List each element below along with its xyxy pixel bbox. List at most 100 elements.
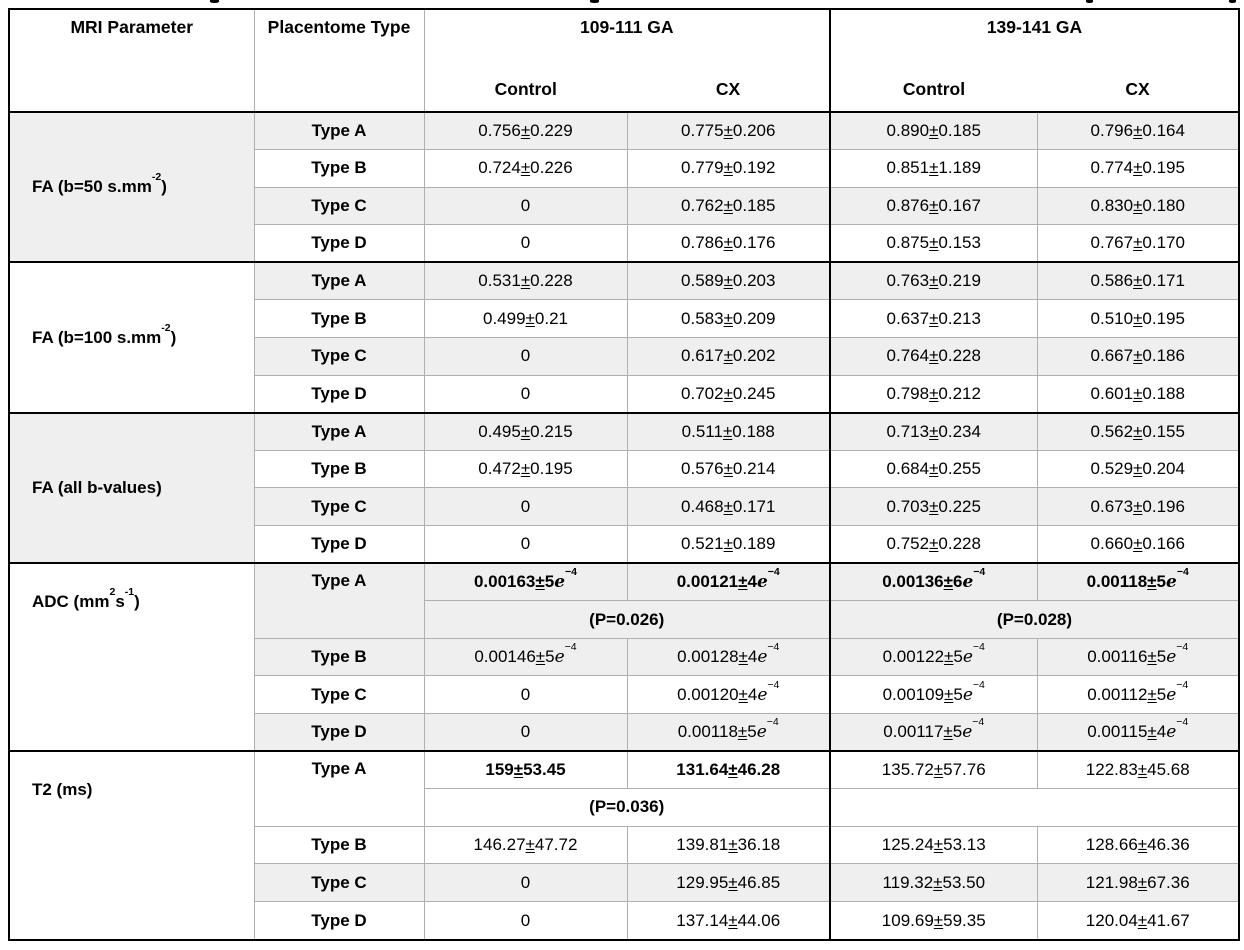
value-cell: 137.14±44.06 [626,900,831,940]
value-cell: 120.04±41.67 [1036,900,1239,940]
placentome-type-cell: Type D [253,525,425,564]
header-cx-139: CX [1036,68,1239,113]
value-cell: 0 [423,525,628,564]
mri-parameters-table: MRI Parameter Placentome Type 109-111 GA… [9,9,1239,940]
header-mri-parameter: MRI Parameter [9,9,255,113]
value-cell: 0.702±0.245 [626,374,831,414]
clipped-caption-fragment [0,0,1244,5]
value-cell: 0.775±0.206 [626,111,831,151]
results-table-frame: MRI Parameter Placentome Type 109-111 GA… [8,8,1240,942]
value-cell: 0 [423,675,628,714]
value-cell: 0.00112±5e−4 [1036,675,1239,714]
value-cell: 0.798±0.212 [829,374,1038,414]
value-cell: 0 [423,863,628,902]
value-cell: 0 [423,337,628,376]
value-cell: 125.24±53.13 [829,825,1038,865]
value-cell: 0.673±0.196 [1036,487,1239,527]
value-cell: 0 [423,186,628,226]
value-cell: 0.00117±5e−4 [829,713,1038,752]
placentome-type-cell: Type B [253,637,425,677]
placentome-type-cell: Type C [253,863,425,902]
value-cell: 135.72±57.76 [829,750,1038,790]
header-placentome-type: Placentome Type [253,9,425,113]
value-cell: 0.510±0.195 [1036,299,1239,339]
value-cell: 0.00146±5e−4 [423,637,628,677]
value-cell: 0.00118±5e−4 [626,713,831,752]
value-cell: 0.531±0.228 [423,261,628,301]
value-cell: 0 [423,487,628,527]
value-cell: 0.00115±4e−4 [1036,713,1239,752]
value-cell: 0.752±0.228 [829,525,1038,564]
p-value-cell [829,788,1239,827]
caption-descender-mark [1229,0,1236,3]
header-cx-109: CX [626,68,831,113]
parameter-label: FA (b=50 s.mm-2) [9,110,255,263]
value-cell: 0.764±0.228 [829,337,1038,376]
value-cell: 0.601±0.188 [1036,374,1239,414]
value-cell: 146.27±47.72 [423,825,628,865]
placentome-type-cell: Type B [253,149,425,188]
value-cell: 0.00163±5e−4 [423,562,628,602]
value-cell: 0.00136±6e−4 [829,562,1038,602]
value-cell: 0.762±0.185 [626,186,831,226]
value-cell: 0.00128±4e−4 [626,637,831,677]
placentome-type-cell: Type C [253,186,425,226]
value-cell: 0.529±0.204 [1036,449,1239,489]
placentome-type-cell: Type B [253,825,425,865]
value-cell: 0.637±0.213 [829,299,1038,339]
caption-descender-mark [1086,0,1093,3]
value-cell: 0.583±0.209 [626,299,831,339]
value-cell: 0.00122±5e−4 [829,637,1038,677]
value-cell: 0.786±0.176 [626,224,831,263]
value-cell: 0.660±0.166 [1036,525,1239,564]
p-value-cell: (P=0.036) [423,788,831,827]
value-cell: 0.589±0.203 [626,261,831,301]
value-cell: 0.00121±4e−4 [626,562,831,602]
value-cell: 0.796±0.164 [1036,111,1239,151]
value-cell: 0.890±0.185 [829,111,1038,151]
value-cell: 128.66±46.36 [1036,825,1239,865]
value-cell: 0.774±0.195 [1036,149,1239,188]
value-cell: 0.617±0.202 [626,337,831,376]
value-cell: 139.81±36.18 [626,825,831,865]
value-cell: 0.495±0.215 [423,411,628,451]
value-cell: 109.69±59.35 [829,900,1038,940]
value-cell: 0.830±0.180 [1036,186,1239,226]
value-cell: 0.667±0.186 [1036,337,1239,376]
placentome-type-cell: Type C [253,337,425,376]
value-cell: 0.713±0.234 [829,411,1038,451]
parameter-label: FA (b=100 s.mm-2) [9,261,255,414]
value-cell: 0 [423,713,628,752]
value-cell: 0.468±0.171 [626,487,831,527]
parameter-label: ADC (mm2s-1) [9,562,255,752]
caption-descender-mark [210,0,219,3]
placentome-type-cell: Type B [253,299,425,339]
caption-descender-mark [590,0,599,3]
value-cell: 0.472±0.195 [423,449,628,489]
value-cell: 0.756±0.229 [423,111,628,151]
value-cell: 0.851±1.189 [829,149,1038,188]
placentome-type-cell: Type A [253,111,425,151]
value-cell: 0.511±0.188 [626,411,831,451]
parameter-label: FA (all b-values) [9,411,255,564]
header-ga-139-141: 139-141 GA [829,9,1239,68]
value-cell: 0.684±0.255 [829,449,1038,489]
placentome-type-cell: Type A [253,261,425,301]
placentome-type-cell: Type C [253,675,425,714]
placentome-type-cell: Type A [253,411,425,451]
value-cell: 0.521±0.189 [626,525,831,564]
value-cell: 0.00120±4e−4 [626,675,831,714]
value-cell: 0 [423,374,628,414]
value-cell: 0.875±0.153 [829,224,1038,263]
value-cell: 121.98±67.36 [1036,863,1239,902]
value-cell: 131.64±46.28 [626,750,831,790]
value-cell: 0.703±0.225 [829,487,1038,527]
value-cell: 0.00118±5e−4 [1036,562,1239,602]
value-cell: 0.724±0.226 [423,149,628,188]
p-value-cell: (P=0.026) [423,600,831,639]
placentome-type-cell: Type D [253,374,425,414]
value-cell: 0.876±0.167 [829,186,1038,226]
value-cell: 129.95±46.85 [626,863,831,902]
placentome-type-cell: Type C [253,487,425,527]
header-ga-109-111: 109-111 GA [423,9,831,68]
